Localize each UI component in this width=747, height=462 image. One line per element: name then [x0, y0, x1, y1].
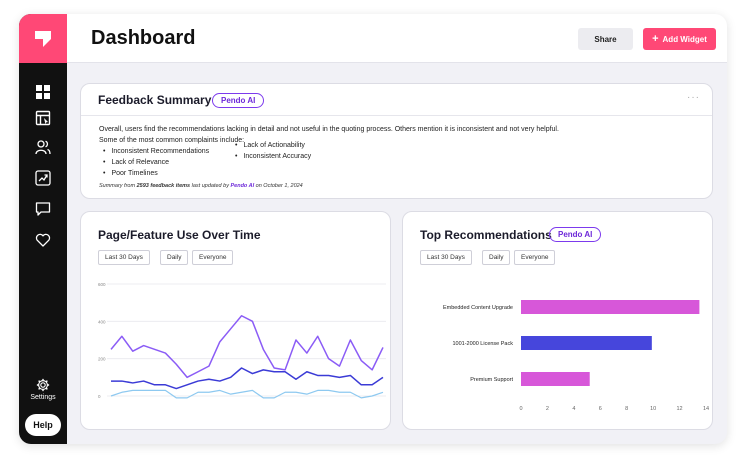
category-label: Embedded Content Upgrade	[443, 305, 513, 311]
add-widget-button[interactable]: + Add Widget	[643, 28, 716, 50]
recommendations-bar-chart: Embedded Content Upgrade 1001-2000 Licens…	[443, 300, 709, 412]
more-options-icon[interactable]: ···	[687, 92, 700, 103]
segment-filter[interactable]: Everyone	[514, 250, 556, 265]
category-label: Premium Support	[470, 377, 513, 383]
pendo-ai-badge[interactable]: Pendo AI	[212, 93, 265, 108]
guide-icon	[35, 110, 51, 126]
recommendations-card: Top Recommendations Pendo AI Last 30 Day…	[402, 211, 713, 430]
x-tick-label: 2	[546, 406, 549, 412]
series-line-3	[110, 389, 384, 399]
complaint-item: Poor Timelines	[99, 168, 231, 179]
x-tick-label: 14	[703, 406, 709, 412]
complaint-item: Inconsistent Recommendations	[99, 146, 231, 157]
complaints-list: Inconsistent Recommendations Lack of Rel…	[99, 142, 699, 179]
summary-author: Pendo AI	[230, 183, 255, 189]
nav-favorites[interactable]	[32, 229, 54, 251]
usage-line-chart: 0 200 400 600	[98, 282, 386, 399]
summary-date: on October 1, 2024	[255, 183, 303, 189]
app-window: Settings Help Dashboard Share + Add Widg…	[19, 14, 727, 444]
y-tick-label: 200	[98, 357, 106, 362]
gear-icon	[36, 378, 50, 392]
summary-count: 2593 feedback items	[136, 183, 191, 189]
complaint-item: Lack of Actionability	[231, 140, 311, 151]
settings-button[interactable]: Settings	[19, 378, 67, 401]
summary-mid: last updated by	[191, 183, 229, 189]
x-tick-label: 12	[677, 406, 683, 412]
complaint-item: Lack of Relevance	[99, 157, 231, 168]
chat-bubble-icon	[35, 202, 51, 216]
interval-filter[interactable]: Daily	[160, 250, 189, 265]
y-tick-label: 600	[98, 282, 106, 287]
x-tick-label: 10	[650, 406, 656, 412]
bar	[521, 372, 590, 386]
series-line-1	[110, 314, 384, 379]
date-range-filter[interactable]: Last 30 Days	[420, 250, 472, 265]
help-button[interactable]: Help	[25, 414, 61, 436]
bar	[521, 336, 652, 350]
top-bar: Dashboard Share + Add Widget	[67, 14, 727, 63]
sidebar: Settings Help	[19, 14, 67, 444]
card-divider	[81, 115, 712, 116]
page-title: Dashboard	[91, 27, 196, 49]
category-label: 1001-2000 License Pack	[452, 341, 513, 347]
x-tick-label: 6	[599, 406, 602, 412]
brand-logo[interactable]	[19, 14, 67, 63]
bar	[521, 300, 700, 314]
nav-guides[interactable]	[32, 107, 54, 129]
x-tick-label: 0	[519, 406, 522, 412]
feedback-intro: Overall, users find the recommendations …	[99, 126, 559, 133]
x-tick-label: 8	[625, 406, 628, 412]
y-tick-label: 0	[98, 394, 101, 399]
feedback-summary-title: Feedback Summary	[98, 93, 212, 107]
people-icon	[35, 140, 51, 155]
dashboard-grid-icon	[36, 85, 50, 99]
interval-filter[interactable]: Daily	[482, 250, 511, 265]
heart-icon	[35, 233, 51, 247]
usage-chart-card: Page/Feature Use Over Time Last 30 Days …	[80, 211, 391, 430]
pendo-ai-badge[interactable]: Pendo AI	[549, 227, 602, 242]
plus-icon: +	[652, 33, 659, 45]
summary-prefix: Summary from	[99, 183, 136, 189]
share-button[interactable]: Share	[578, 28, 633, 50]
add-widget-label: Add Widget	[662, 34, 707, 44]
nav-feedback[interactable]	[32, 198, 54, 220]
series-line-2	[111, 367, 384, 390]
nav-people[interactable]	[32, 136, 54, 158]
settings-label: Settings	[30, 394, 56, 401]
usage-chart-title: Page/Feature Use Over Time	[98, 228, 261, 242]
y-tick-label: 400	[98, 319, 106, 324]
summary-footnote: Summary from 2593 feedback items last up…	[99, 183, 303, 189]
feedback-summary-text: Overall, users find the recommendations …	[99, 124, 699, 179]
complaints-intro: Some of the most common complaints inclu…	[99, 137, 245, 144]
complaint-item: Inconsistent Accuracy	[231, 151, 311, 162]
date-range-filter[interactable]: Last 30 Days	[98, 250, 150, 265]
nav-dashboard[interactable]	[32, 81, 54, 103]
x-tick-label: 4	[572, 406, 575, 412]
pendo-logo-icon	[35, 30, 51, 47]
trend-chart-icon	[35, 170, 51, 186]
recommendations-title: Top Recommendations	[420, 228, 552, 242]
feedback-summary-card: Feedback Summary Pendo AI ··· Overall, u…	[80, 83, 713, 199]
nav-analytics[interactable]	[32, 167, 54, 189]
segment-filter[interactable]: Everyone	[192, 250, 234, 265]
